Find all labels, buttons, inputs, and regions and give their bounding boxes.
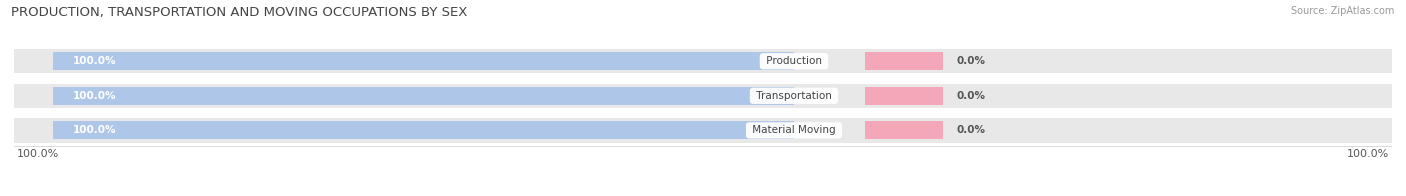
Bar — [53, 121, 794, 139]
Text: 100.0%: 100.0% — [73, 125, 117, 135]
Text: Material Moving: Material Moving — [749, 125, 839, 135]
Bar — [53, 52, 794, 70]
Bar — [866, 121, 943, 139]
Text: 0.0%: 0.0% — [956, 56, 986, 66]
Text: 0.0%: 0.0% — [956, 91, 986, 101]
Bar — [53, 87, 794, 105]
Text: Source: ZipAtlas.com: Source: ZipAtlas.com — [1291, 6, 1395, 16]
Text: 100.0%: 100.0% — [1347, 149, 1389, 159]
Bar — [14, 118, 1392, 142]
Text: 100.0%: 100.0% — [17, 149, 59, 159]
Text: PRODUCTION, TRANSPORTATION AND MOVING OCCUPATIONS BY SEX: PRODUCTION, TRANSPORTATION AND MOVING OC… — [11, 6, 468, 19]
Text: 0.0%: 0.0% — [956, 125, 986, 135]
Bar — [14, 84, 1392, 108]
Text: Transportation: Transportation — [754, 91, 835, 101]
Text: 100.0%: 100.0% — [73, 91, 117, 101]
Text: Production: Production — [763, 56, 825, 66]
Bar — [866, 52, 943, 70]
Bar — [866, 87, 943, 105]
Bar — [14, 49, 1392, 73]
Text: 100.0%: 100.0% — [73, 56, 117, 66]
